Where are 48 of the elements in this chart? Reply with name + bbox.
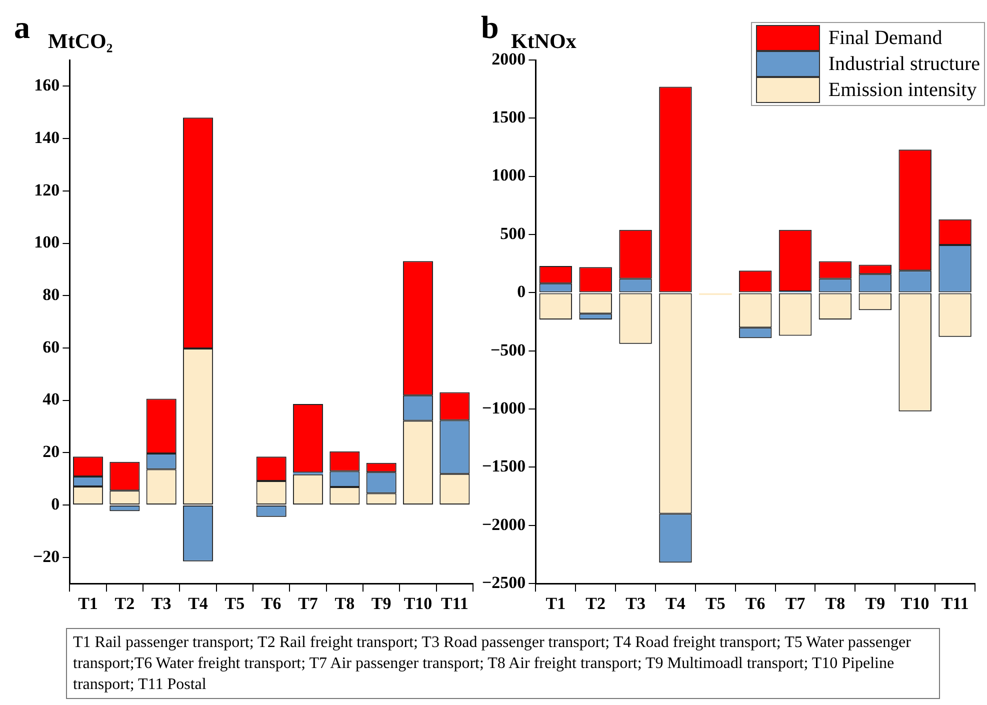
y-tick-label: −20 xyxy=(33,546,60,566)
y-tick-label: 0 xyxy=(517,282,526,302)
x-tick-label: T10 xyxy=(404,594,432,614)
y-tick-label: −1000 xyxy=(482,398,526,418)
y-tick-label: 80 xyxy=(42,285,60,304)
x-tick-label: T9 xyxy=(371,594,392,614)
x-tick-label: T3 xyxy=(151,594,172,614)
y-tick-label: 120 xyxy=(34,180,60,200)
x-tick-label: T6 xyxy=(745,594,766,614)
x-tick-label: T2 xyxy=(114,594,135,614)
x-tick-label: T7 xyxy=(298,594,318,614)
x-tick-label: T9 xyxy=(865,594,886,614)
y-tick-label: −2500 xyxy=(482,572,526,592)
legend-label: Industrial structure xyxy=(828,52,980,76)
x-tick-label: T1 xyxy=(546,594,566,614)
chart-title: b xyxy=(481,9,499,45)
x-tick-label: T6 xyxy=(261,594,282,614)
y-tick-label: −2000 xyxy=(482,514,526,534)
y-tick-label: 40 xyxy=(42,390,60,409)
y-tick-label: −1500 xyxy=(482,456,526,476)
x-tick-label: T8 xyxy=(334,594,355,614)
y-tick-label: 1500 xyxy=(492,108,526,127)
y-tick-label: 100 xyxy=(34,232,60,252)
x-tick-label: T4 xyxy=(188,594,208,614)
y-tick-label: 140 xyxy=(34,128,60,147)
x-tick-label: T2 xyxy=(586,594,606,614)
y-tick-label: 160 xyxy=(34,76,60,95)
x-tick-label: T5 xyxy=(224,594,245,614)
x-tick-label: T10 xyxy=(900,594,930,614)
x-tick-label: T3 xyxy=(626,594,646,614)
y-tick-label: 20 xyxy=(42,442,60,462)
x-tick-label: T8 xyxy=(825,594,846,614)
y-tick-label: −500 xyxy=(490,340,526,360)
x-tick-label: T11 xyxy=(941,594,969,614)
y-axis-title: MtCO₂ xyxy=(48,29,113,53)
legend-label: Emission intensity xyxy=(828,78,977,102)
y-tick-label: 1000 xyxy=(492,166,526,185)
x-tick-label: T4 xyxy=(666,594,686,614)
x-tick-label: T1 xyxy=(78,594,98,614)
y-tick-label: 0 xyxy=(51,494,60,514)
y-tick-label: 60 xyxy=(42,337,60,356)
chart-title: a xyxy=(14,9,30,45)
x-tick-label: T7 xyxy=(785,594,806,614)
text: T1 Rail passenger transport; T2 Rail freight transport; T3 Road passenger transport; T4 Road freight transport; T5 Water passenger transport;T6 Water freight transport; T7 Air passenger transport; T8 Air freight transport; T9 Multimoadl transport; T10 Pipeline transport; T11 Postal xyxy=(66,628,940,699)
y-tick-label: 500 xyxy=(500,224,526,243)
x-tick-label: T5 xyxy=(705,594,726,614)
x-tick-label: T11 xyxy=(440,594,468,614)
legend-label: Final Demand xyxy=(828,26,942,50)
